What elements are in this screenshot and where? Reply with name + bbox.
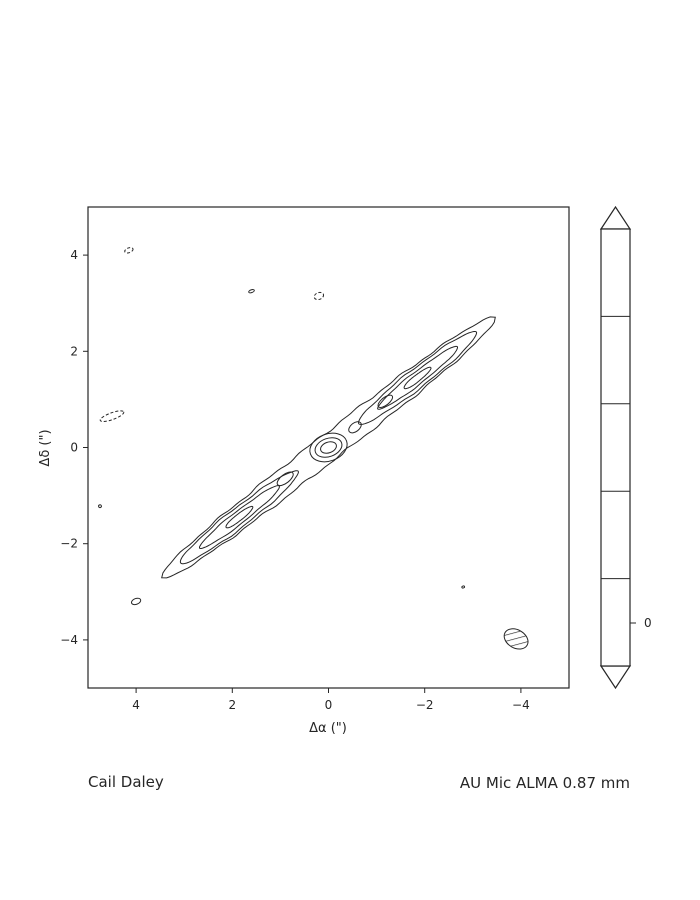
x-axis-label: Δα (") xyxy=(309,721,347,736)
noise-contour-2 xyxy=(248,289,255,294)
y-axis-ticks: 4 2 0 −2 −4 xyxy=(60,248,88,647)
contour-inner-blob-1 xyxy=(276,471,294,487)
y-tick-label: 2 xyxy=(70,344,78,358)
colorbar-tick-label: 0 xyxy=(644,616,652,630)
negative-contour-7 xyxy=(99,410,125,423)
noise-contour-4 xyxy=(98,504,102,509)
contour-central-peak-3 xyxy=(320,441,337,454)
negative-contour-1 xyxy=(124,247,134,254)
beam-ellipse xyxy=(503,628,529,650)
contour-plot: 4 2 0 −2 −4 4 2 0 −2 −4 Δα (") Δδ (") xyxy=(38,206,570,736)
contour-level-3-lobe-2 xyxy=(377,345,458,410)
contour-level-4-lobe-1 xyxy=(225,505,254,529)
contour-level-2-lobe-2 xyxy=(357,331,478,425)
noise-contour-6 xyxy=(461,585,466,589)
x-tick-label: −2 xyxy=(416,698,434,712)
colorbar: 0 xyxy=(599,205,652,690)
contours-layer xyxy=(98,247,529,650)
contour-inner-blob-3 xyxy=(377,394,394,408)
x-axis-ticks: 4 2 0 −2 −4 xyxy=(132,688,530,712)
y-tick-label: 4 xyxy=(70,248,78,262)
contour-central-peak-2 xyxy=(314,437,343,458)
colorbar-extend-top xyxy=(599,205,632,230)
y-tick-label: −4 xyxy=(60,633,78,647)
contour-inner-blob-2 xyxy=(348,421,362,434)
y-tick-label: 0 xyxy=(70,441,78,455)
colorbar-extend-bottom xyxy=(599,665,632,690)
negative-contour-3 xyxy=(313,291,325,301)
x-tick-label: 4 xyxy=(132,698,140,712)
y-axis-label: Δδ (") xyxy=(38,429,53,466)
title-caption: AU Mic ALMA 0.87 mm xyxy=(460,774,630,792)
noise-contour-5 xyxy=(130,597,142,606)
y-tick-label: −2 xyxy=(60,537,78,551)
colorbar-body xyxy=(600,228,631,667)
author-caption: Cail Daley xyxy=(88,773,164,791)
x-tick-label: −4 xyxy=(512,698,530,712)
contour-level-4-lobe-2 xyxy=(403,366,432,390)
contour-level-1 xyxy=(161,316,496,579)
contour-level-2-lobe-1 xyxy=(179,470,299,565)
x-tick-label: 0 xyxy=(325,698,333,712)
plot-frame xyxy=(87,206,570,689)
contour-central-peak-1 xyxy=(309,432,348,463)
x-tick-label: 2 xyxy=(228,698,236,712)
